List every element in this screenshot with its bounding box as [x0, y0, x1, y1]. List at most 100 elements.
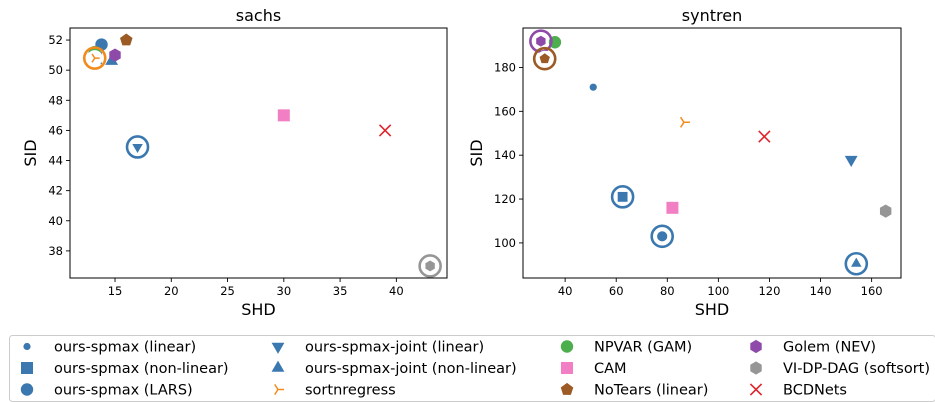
legend-item-vi-dp-dag-softsort: VI-DP-DAG (softsort)	[750, 361, 930, 377]
x-tick-label: 120	[758, 284, 780, 298]
x-tick-label: 40	[558, 284, 573, 298]
point-notears-linear	[532, 46, 557, 71]
legend-marker	[271, 342, 285, 354]
legend-marker	[560, 382, 574, 395]
chart-title: sachs	[236, 6, 281, 25]
legend-item-sortnregress: sortnregress	[274, 383, 396, 399]
point-vi-dp-dag-softsort	[418, 254, 442, 278]
marker-tri-mark	[679, 116, 690, 128]
marker-triangle-down	[844, 155, 858, 167]
marker-triangle-down	[132, 143, 143, 154]
chart-title: syntren	[682, 6, 742, 25]
x-tick-label: 160	[861, 284, 883, 298]
marker-triangle-up	[851, 257, 862, 267]
point-ours-spmax-joint-linear	[125, 135, 150, 159]
marker-hexagon	[536, 35, 546, 47]
y-tick-label: 46	[48, 123, 63, 137]
marker-square	[277, 109, 290, 122]
legend-item-golem-nev: Golem (NEV)	[750, 340, 876, 356]
point-vi-dp-dag-softsort	[879, 204, 892, 218]
y-tick-label: 42	[48, 184, 63, 198]
legend-marker	[21, 362, 33, 374]
legend-label: VI-DP-DAG (softsort)	[783, 361, 930, 377]
point-ours-spmax-non-linear	[610, 185, 635, 209]
x-axis-label: SHD	[695, 300, 730, 319]
x-axis-label: SHD	[241, 300, 276, 319]
point-golem-nev	[529, 29, 553, 53]
legend-marker	[271, 360, 285, 372]
marker-hexagon	[109, 48, 121, 62]
point-notears-linear	[119, 33, 133, 46]
x-tick-label: 35	[333, 284, 348, 298]
x-tick-label: 60	[609, 284, 624, 298]
highlight-ring	[418, 254, 442, 278]
legend-marker	[560, 340, 574, 353]
marker-small-circle	[589, 83, 597, 91]
x-tick-label: 15	[108, 284, 123, 298]
axes-frame	[522, 27, 902, 279]
legend-item-ours-spmax-lars: ours-spmax (LARS)	[20, 383, 193, 399]
legend-label: NPVAR (GAM)	[594, 340, 692, 356]
point-golem-nev	[109, 48, 121, 62]
legend-marker	[20, 383, 34, 396]
legend-label: ours-spmax (LARS)	[54, 383, 193, 399]
y-tick-label: 44	[48, 154, 63, 168]
y-tick-label: 120	[494, 192, 516, 206]
y-tick-label: 38	[48, 244, 63, 258]
marker-square	[617, 191, 628, 202]
y-tick-label: 140	[494, 148, 516, 162]
marker-square	[666, 201, 679, 214]
y-axis-label: SID	[467, 139, 486, 166]
legend-item-ours-spmax-non-linear: ours-spmax (non-linear)	[21, 361, 229, 377]
point-sortnregress	[679, 116, 690, 128]
legend-label: ours-spmax (linear)	[54, 340, 196, 356]
highlight-ring	[532, 46, 557, 71]
legend-marker	[750, 361, 762, 375]
marker-tri-mark	[91, 53, 100, 63]
legend-label: Golem (NEV)	[783, 340, 876, 356]
x-tick-label: 20	[164, 284, 179, 298]
x-tick-label: 100	[707, 284, 729, 298]
axes-frame	[69, 27, 448, 279]
point-bcdnets	[758, 130, 771, 143]
legend-item-bcdnets: BCDNets	[749, 383, 847, 399]
marker-pentagon	[119, 33, 133, 46]
highlight-ring	[82, 46, 107, 70]
point-ours-spmax-joint-non-linear	[844, 251, 869, 276]
y-tick-label: 180	[494, 60, 516, 74]
legend-item-ours-spmax-joint-linear: ours-spmax-joint (linear)	[271, 340, 484, 356]
highlight-ring	[529, 29, 553, 53]
legend: ours-spmax (linear) ours-spmax (non-linea…	[9, 335, 935, 402]
legend-label: ours-spmax-joint (non-linear)	[305, 361, 517, 377]
panel-sachs: sachs 15 20 25 30 35 40 38 40 42 44 46 48 50 52 SHD SID	[21, 6, 448, 319]
marker-hexagon	[879, 204, 892, 218]
legend-label: ours-spmax-joint (linear)	[305, 340, 484, 356]
y-tick-label: 100	[494, 236, 516, 250]
legend-label: sortnregress	[305, 383, 396, 399]
point-ours-spmax-linear	[589, 83, 597, 91]
legend-marker	[561, 362, 573, 374]
y-tick-label: 52	[48, 33, 63, 47]
x-tick-label: 140	[810, 284, 832, 298]
legend-marker	[750, 339, 762, 354]
y-tick-label: 50	[48, 63, 63, 77]
y-axis-label: SID	[21, 139, 40, 166]
marker-x	[758, 130, 771, 143]
y-tick-label: 160	[494, 104, 516, 118]
legend-item-ours-spmax-joint-non-linear: ours-spmax-joint (non-linear)	[271, 360, 517, 377]
point-ours-spmax-joint-linear	[844, 155, 858, 167]
legend-label: CAM	[594, 361, 627, 377]
marker-pentagon	[539, 53, 550, 64]
point-sortnregress	[82, 46, 107, 70]
point-ours-spmax-lars	[650, 224, 674, 249]
legend-marker	[274, 383, 284, 396]
legend-marker	[23, 342, 31, 351]
legend-item-notears-linear: NoTears (linear)	[560, 382, 708, 399]
marker-x	[378, 124, 392, 137]
point-bcdnets	[378, 124, 392, 137]
point-cam	[666, 201, 679, 214]
x-tick-label: 25	[220, 284, 235, 298]
y-tick-label: 48	[48, 93, 63, 107]
panel-syntren: syntren 40 60 80 100 120 140 160 100 120 140 160 180…	[467, 6, 902, 319]
